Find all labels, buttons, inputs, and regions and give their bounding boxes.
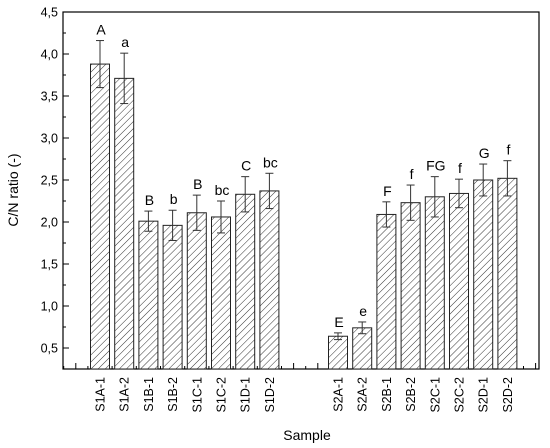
significance-label: bc [215, 182, 230, 198]
y-axis: 0,5 1,0 1,5 2,0 2,5 3,0 3,5 4,0 4,5 [41, 6, 69, 356]
bar [162, 224, 183, 370]
bar [400, 202, 421, 370]
y-tick-label: 2,0 [41, 216, 58, 230]
bar [211, 216, 231, 370]
bar [376, 213, 397, 370]
category-label: S1C-2 [215, 377, 229, 412]
category-label: S1D-2 [263, 377, 277, 412]
y-tick-label: 1,5 [41, 258, 58, 272]
y-tick-label: 1,0 [41, 300, 58, 314]
bar [497, 177, 518, 370]
significance-label: f [410, 166, 414, 182]
y-axis-title: C/N ratio (-) [5, 153, 21, 226]
bar [90, 63, 110, 370]
category-label: S2B-1 [380, 377, 394, 412]
bar [114, 77, 135, 370]
category-label: S1B-1 [142, 377, 156, 412]
y-tick-label: 4,0 [41, 48, 58, 62]
bar [186, 212, 207, 370]
category-label: S2A-2 [356, 377, 370, 412]
significance-label: bc [263, 154, 278, 170]
significance-label: a [121, 34, 129, 50]
category-label: S2B-2 [404, 377, 418, 412]
category-label: S1A-2 [118, 377, 132, 412]
significance-label: E [334, 314, 343, 330]
significance-label: F [383, 183, 392, 199]
significance-label: C [241, 158, 251, 174]
bar [235, 193, 256, 370]
x-axis-title: Sample [283, 427, 331, 443]
y-tick-label: 0,5 [41, 342, 58, 356]
category-label: S2C-1 [428, 377, 442, 412]
significance-label: B [193, 176, 202, 192]
category-label: S1D-1 [239, 377, 253, 412]
bar [328, 335, 348, 370]
error-bars-group [96, 40, 512, 341]
significance-label: e [359, 303, 367, 319]
y-tick-label: 2,5 [41, 174, 58, 188]
y-tick-label: 3,0 [41, 132, 58, 146]
y-tick-label: 3,5 [41, 90, 58, 104]
plot-frame [62, 11, 540, 370]
bars-group [90, 63, 518, 370]
category-label: S2A-1 [332, 377, 346, 412]
category-labels-group: S1A-1 S1A-2 S1B-1 S1B-2 S1C-1 S1C-2 S1D-1 S1D-2… [94, 377, 515, 412]
significance-label: B [145, 192, 154, 208]
significance-label: A [96, 22, 106, 38]
category-label: S2C-2 [453, 377, 467, 412]
bar [138, 220, 159, 370]
category-label: S2D-2 [501, 377, 515, 412]
significance-label: G [479, 145, 490, 161]
significance-label: f [506, 142, 510, 158]
category-label: S1B-2 [166, 377, 180, 412]
bar [259, 190, 280, 370]
significance-label: b [170, 191, 178, 207]
category-label: S1C-1 [190, 377, 204, 412]
bar [473, 179, 494, 370]
significance-label: f [458, 160, 462, 176]
bar [449, 192, 469, 370]
bar [424, 196, 445, 370]
significance-label: FG [426, 158, 445, 174]
category-label: S2D-1 [477, 377, 491, 412]
category-label: S1A-1 [94, 377, 108, 412]
y-tick-label: 4,5 [41, 6, 58, 20]
